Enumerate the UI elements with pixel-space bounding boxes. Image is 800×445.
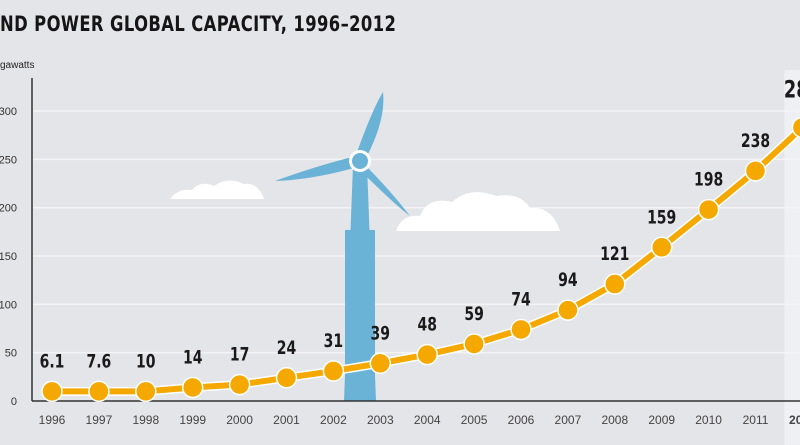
- data-point: [275, 367, 298, 389]
- x-tick-label: 1998: [132, 413, 159, 427]
- x-tick-label: 2007: [555, 413, 582, 427]
- data-point: [463, 333, 485, 355]
- y-tick-label: 100: [0, 299, 17, 311]
- y-tick-label: 0: [11, 396, 17, 408]
- data-point: [697, 198, 720, 221]
- x-tick-label: 2008: [601, 413, 628, 427]
- turbine-blade: [360, 166, 410, 216]
- x-tick-label: 2003: [367, 413, 394, 427]
- data-label: 17: [230, 344, 249, 366]
- data-label: 283: [784, 77, 800, 104]
- data-label: 7.6: [86, 351, 111, 373]
- x-tick-label: 2011: [743, 413, 769, 427]
- data-point: [369, 352, 392, 375]
- x-tick-label: 2006: [508, 413, 535, 427]
- data-point: [791, 116, 800, 138]
- x-tick-label: 1999: [179, 413, 206, 427]
- data-label: 94: [558, 270, 578, 292]
- data-label: 48: [417, 314, 436, 336]
- data-label: 59: [464, 304, 483, 326]
- data-label: 159: [647, 207, 676, 229]
- data-label: 74: [511, 289, 531, 311]
- y-tick-label: 200: [0, 203, 17, 215]
- y-tick-label: 300: [0, 106, 17, 118]
- y-tick-label: 150: [0, 251, 17, 263]
- x-tick-label: 2000: [226, 413, 253, 427]
- cloud-icon: [170, 180, 264, 199]
- cloud-icon: [396, 192, 560, 231]
- data-point: [41, 380, 63, 403]
- y-tick-label: 250: [0, 154, 17, 166]
- data-label: 198: [694, 169, 723, 191]
- turbine-blade: [356, 92, 384, 158]
- data-label: 238: [741, 131, 770, 153]
- data-point: [181, 376, 204, 399]
- data-point: [322, 360, 345, 382]
- data-label: 121: [600, 244, 629, 266]
- x-tick-label: 2002: [320, 413, 347, 427]
- data-point: [744, 160, 767, 182]
- turbine-blade: [275, 157, 354, 181]
- data-point: [135, 380, 157, 403]
- x-tick-label: 1997: [86, 413, 113, 427]
- data-label: 10: [136, 351, 156, 373]
- turbine-tower-top: [344, 165, 376, 401]
- x-tick-label: 1996: [39, 413, 66, 427]
- data-point: [510, 318, 532, 341]
- data-point: [416, 343, 438, 366]
- y-axis-label: gawatts: [0, 60, 35, 71]
- data-label: 39: [371, 323, 390, 345]
- data-point: [604, 273, 626, 295]
- data-point: [228, 373, 251, 396]
- x-tick-label: 2005: [461, 413, 488, 427]
- data-label: 31: [324, 331, 343, 353]
- x-tick-label: 2012: [789, 413, 800, 427]
- data-label: 14: [183, 347, 203, 369]
- y-tick-label: 50: [5, 348, 17, 360]
- data-label: 24: [277, 337, 297, 359]
- x-tick-label: 2009: [648, 413, 675, 427]
- highlight-column: [784, 70, 800, 445]
- data-point: [650, 236, 673, 259]
- data-point: [557, 299, 579, 321]
- x-tick-label: 2001: [273, 413, 300, 427]
- turbine-hub-inner: [352, 153, 368, 169]
- x-tick-label: 2010: [695, 413, 722, 427]
- x-tick-label: 2004: [414, 413, 441, 427]
- data-label: 6.1: [40, 351, 65, 373]
- chart-title: ND POWER GLOBAL CAPACITY, 1996–2012: [0, 12, 397, 36]
- data-point: [88, 380, 110, 403]
